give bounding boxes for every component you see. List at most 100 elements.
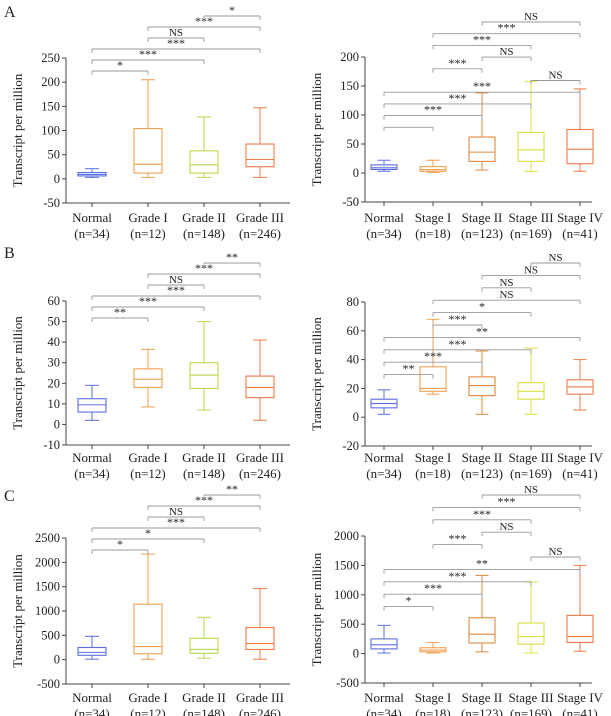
significance-bracket: *** bbox=[432, 507, 532, 524]
significance-bracket: *** bbox=[147, 14, 261, 31]
y-tick-label: -500 bbox=[37, 677, 60, 691]
box-3 bbox=[468, 574, 496, 653]
x-category-label: Stage IV bbox=[557, 210, 603, 225]
y-tick-label: 0 bbox=[353, 166, 359, 180]
significance-bracket: *** bbox=[383, 79, 581, 97]
x-category-label: Normal bbox=[72, 690, 112, 705]
x-category-count: (n=34) bbox=[366, 706, 402, 716]
significance-bracket: *** bbox=[91, 47, 205, 64]
panel-label-c: C bbox=[4, 488, 15, 505]
significance-label: *** bbox=[424, 103, 442, 117]
significance-label: NS bbox=[169, 27, 183, 39]
significance-label: NS bbox=[499, 46, 513, 58]
x-category-count: (n=148) bbox=[183, 706, 225, 716]
box-3 bbox=[189, 616, 219, 659]
box-iqr bbox=[245, 143, 275, 168]
y-tick-label: 30 bbox=[48, 356, 61, 370]
significance-bracket: *** bbox=[383, 581, 483, 599]
significance-label: *** bbox=[139, 47, 157, 61]
significance-label: *** bbox=[449, 569, 467, 583]
significance-bracket: ** bbox=[383, 362, 434, 379]
x-category-count: (n=12) bbox=[130, 466, 166, 481]
x-category-count: (n=246) bbox=[239, 466, 281, 481]
box-iqr bbox=[566, 614, 594, 643]
x-category-count: (n=34) bbox=[74, 466, 110, 481]
significance-label: ** bbox=[476, 324, 488, 338]
x-category-count: (n=34) bbox=[366, 466, 402, 481]
x-category-count: (n=169) bbox=[510, 226, 552, 241]
x-category-label: Stage I bbox=[415, 210, 451, 225]
y-axis-title: Transcript per million bbox=[10, 73, 25, 187]
significance-label: *** bbox=[473, 507, 491, 521]
y-tick-label: 1500 bbox=[35, 580, 60, 594]
box-5 bbox=[566, 359, 594, 411]
box-3 bbox=[468, 92, 496, 171]
significance-bracket: * bbox=[91, 526, 205, 543]
significance-label: ** bbox=[114, 305, 126, 319]
box-iqr bbox=[468, 136, 496, 162]
x-category-count: (n=41) bbox=[562, 466, 598, 481]
significance-bracket: * bbox=[91, 58, 149, 75]
box-1 bbox=[77, 384, 107, 421]
box-4 bbox=[517, 80, 545, 172]
box-iqr bbox=[133, 368, 163, 388]
y-axis-title: Transcript per million bbox=[309, 317, 324, 431]
significance-label: *** bbox=[473, 32, 491, 46]
significance-label: NS bbox=[524, 264, 538, 276]
significance-label: ** bbox=[476, 556, 488, 570]
significance-bracket: NS bbox=[481, 277, 532, 292]
x-category-label: Stage IV bbox=[557, 690, 603, 705]
x-category-label: Stage III bbox=[508, 210, 553, 225]
significance-bracket: ** bbox=[383, 556, 581, 574]
significance-bracket: *** bbox=[91, 36, 261, 53]
y-tick-label: 50 bbox=[48, 315, 61, 329]
x-category-label: Stage III bbox=[508, 450, 553, 465]
significance-label: NS bbox=[499, 521, 513, 533]
y-tick-label: 20 bbox=[347, 381, 360, 395]
significance-label: ** bbox=[226, 482, 238, 496]
significance-bracket: NS bbox=[147, 274, 205, 289]
x-category-count: (n=169) bbox=[510, 706, 552, 716]
significance-bracket: *** bbox=[383, 349, 483, 367]
significance-bracket: NS bbox=[432, 289, 581, 305]
box-3 bbox=[189, 321, 219, 411]
x-category-label: Grade II bbox=[182, 690, 226, 705]
x-category-count: (n=169) bbox=[510, 466, 552, 481]
significance-label: * bbox=[229, 3, 235, 17]
y-axis-title: Transcript per million bbox=[309, 72, 324, 186]
y-tick-label: 80 bbox=[347, 295, 360, 309]
significance-bracket: *** bbox=[147, 493, 261, 510]
box-iqr bbox=[77, 646, 107, 656]
y-tick-label: 0 bbox=[353, 647, 359, 661]
significance-label: *** bbox=[195, 14, 213, 28]
x-category-count: (n=246) bbox=[239, 226, 281, 241]
y-axis-title: Transcript per million bbox=[309, 552, 324, 666]
x-category-count: (n=34) bbox=[74, 706, 110, 716]
panel-label-a: A bbox=[4, 4, 16, 21]
significance-label: *** bbox=[167, 515, 185, 529]
x-category-label: Normal bbox=[364, 690, 404, 705]
significance-bracket: *** bbox=[147, 261, 261, 278]
box-3 bbox=[468, 350, 496, 415]
x-category-label: Grade II bbox=[182, 210, 226, 225]
box-iqr bbox=[370, 164, 398, 171]
x-category-count: (n=34) bbox=[74, 226, 110, 241]
y-tick-label: 200 bbox=[41, 75, 60, 89]
y-tick-label: 50 bbox=[347, 137, 360, 151]
y-tick-label: 150 bbox=[41, 99, 60, 113]
x-category-label: Grade III bbox=[236, 210, 284, 225]
significance-bracket: *** bbox=[383, 103, 483, 120]
significance-bracket: *** bbox=[432, 32, 532, 50]
chart-a-stage: -50 0 50 100 150 200 Transcript per million Nor… bbox=[309, 11, 604, 241]
x-category-count: (n=18) bbox=[415, 706, 451, 716]
y-tick-label: 20 bbox=[48, 376, 61, 390]
panel-label-b: B bbox=[4, 245, 15, 262]
x-category-count: (n=12) bbox=[130, 706, 166, 716]
y-tick-label: -20 bbox=[342, 439, 359, 453]
significance-label: *** bbox=[424, 581, 442, 595]
significance-label: *** bbox=[449, 312, 467, 326]
significance-label: *** bbox=[449, 56, 467, 70]
significance-label: *** bbox=[449, 337, 467, 351]
significance-bracket: NS bbox=[530, 546, 581, 561]
